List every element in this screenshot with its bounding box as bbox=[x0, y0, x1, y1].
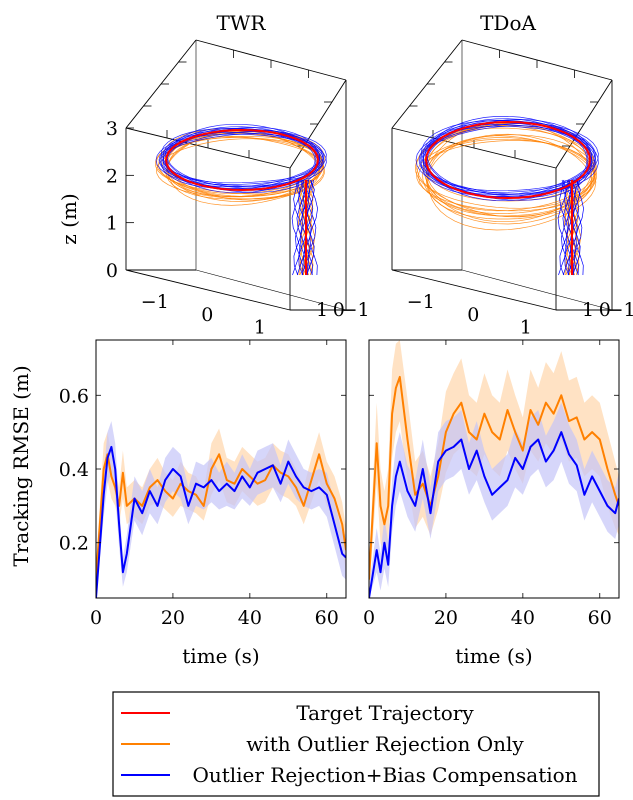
z-tick-label: 0 bbox=[106, 260, 118, 282]
legend-label-target: Target Trajectory bbox=[296, 701, 474, 725]
orange-run bbox=[156, 138, 325, 200]
blue-run-stem bbox=[293, 179, 302, 276]
blue-run bbox=[415, 119, 593, 201]
y-tick-label: −1 bbox=[608, 299, 633, 321]
x-tick-label: 40 bbox=[511, 607, 535, 629]
blue-run bbox=[166, 133, 321, 187]
y-tick-label: 0.2 bbox=[59, 533, 89, 555]
blue-run bbox=[155, 127, 321, 193]
x-tick-label: 20 bbox=[434, 607, 458, 629]
orange-run bbox=[426, 133, 592, 220]
twr-rmse-plot: 0 20 40 60 0.2 0.4 0.6 bbox=[59, 339, 347, 629]
x-tick-label: −1 bbox=[141, 291, 169, 313]
blue-rmse-line bbox=[96, 445, 346, 598]
left-x-label: time (s) bbox=[182, 644, 259, 668]
rmse-y-label: Tracking RMSE (m) bbox=[9, 365, 33, 566]
twr-title: TWR bbox=[217, 11, 267, 35]
blue-run-stem bbox=[302, 179, 312, 276]
y-tick-label: 0 bbox=[599, 299, 611, 321]
x-tick-label: 1 bbox=[520, 317, 532, 339]
x-tick-label: 1 bbox=[254, 317, 266, 339]
blue-run-stem bbox=[307, 179, 317, 276]
blue-confidence-band bbox=[369, 402, 619, 598]
y-tick-label: 0.6 bbox=[59, 385, 89, 407]
blue-run-stem bbox=[573, 179, 583, 276]
orange-rmse-line bbox=[96, 453, 346, 580]
z-tick-label: 3 bbox=[106, 118, 118, 140]
blue-run bbox=[422, 125, 588, 195]
target-trajectory bbox=[424, 120, 591, 200]
blue-confidence-band bbox=[96, 421, 346, 598]
plot-area bbox=[96, 421, 346, 598]
y-tick-label: 0 bbox=[333, 299, 345, 321]
x-tick-label: 0 bbox=[201, 304, 213, 326]
x-tick-label: 60 bbox=[315, 607, 339, 629]
box-edge bbox=[461, 269, 613, 311]
blue-run-stem bbox=[306, 179, 315, 276]
x-tick-label: 60 bbox=[588, 607, 612, 629]
y-tick-label: 0.4 bbox=[59, 459, 89, 481]
legend-label-blue: Outlier Rejection+Bias Compensation bbox=[192, 763, 577, 787]
blue-rmse-line bbox=[369, 431, 619, 598]
tdoa-title: TDoA bbox=[480, 11, 536, 35]
tdoa-rmse-plot: 0 20 40 60 bbox=[363, 339, 620, 629]
x-tick-label: 0 bbox=[90, 607, 102, 629]
x-tick-label: 0 bbox=[363, 607, 375, 629]
plot-area bbox=[369, 340, 619, 598]
blue-run-stem bbox=[572, 179, 581, 276]
legend-label-orange: with Outlier Rejection Only bbox=[246, 732, 524, 756]
box-edge bbox=[125, 269, 291, 311]
right-x-label: time (s) bbox=[455, 644, 532, 668]
y-tick-label: 1 bbox=[582, 299, 594, 321]
x-tick-label: −1 bbox=[407, 291, 435, 313]
x-tick-label: 0 bbox=[467, 304, 479, 326]
z-tick-label: 1 bbox=[106, 213, 118, 235]
x-tick-label: 20 bbox=[161, 607, 185, 629]
y-tick-label: −1 bbox=[342, 299, 370, 321]
blue-run bbox=[162, 133, 316, 187]
blue-run bbox=[426, 125, 593, 195]
y-tick-label: 1 bbox=[316, 299, 328, 321]
orange-run bbox=[422, 138, 596, 225]
box-edge bbox=[195, 269, 347, 311]
orange-run bbox=[427, 135, 597, 231]
legend: Target Trajectory with Outlier Rejection… bbox=[112, 691, 600, 797]
orange-run bbox=[416, 134, 597, 212]
box-edge bbox=[391, 269, 557, 311]
blue-run-stem bbox=[559, 179, 568, 276]
blue-run-stem bbox=[575, 179, 584, 276]
orange-rmse-line bbox=[369, 375, 619, 580]
x-tick-label: 40 bbox=[238, 607, 262, 629]
blue-run-stem bbox=[568, 179, 578, 276]
z-axis-label: z (m) bbox=[57, 193, 81, 244]
legend-box bbox=[112, 691, 600, 797]
blue-run-stem bbox=[309, 179, 318, 276]
z-tick-label: 2 bbox=[106, 165, 118, 187]
target-trajectory bbox=[164, 128, 319, 192]
